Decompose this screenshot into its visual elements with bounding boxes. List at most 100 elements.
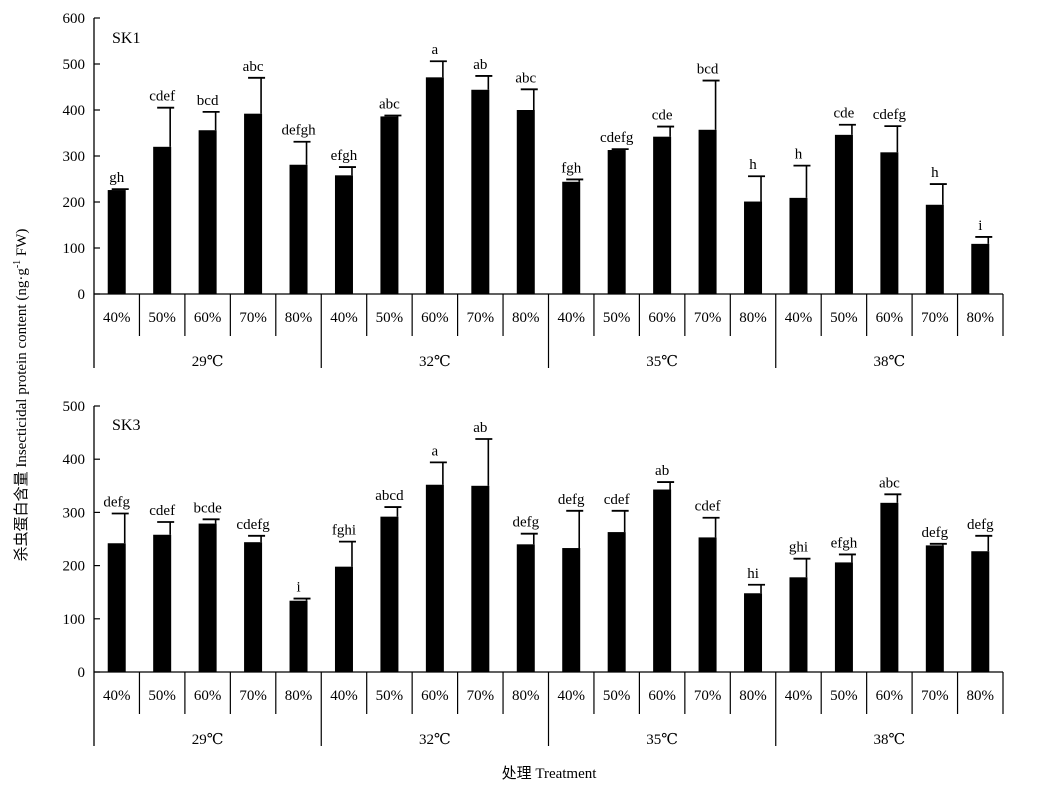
y-tick-label: 300 <box>63 505 86 521</box>
bar <box>107 543 126 672</box>
bar <box>289 600 308 672</box>
bar <box>744 201 763 294</box>
bar <box>289 164 308 294</box>
bar <box>925 545 944 672</box>
significance-label: cdef <box>149 503 175 519</box>
category-label: 70% <box>239 688 267 704</box>
bar <box>153 146 172 294</box>
significance-label: ab <box>655 463 669 479</box>
panel-label: SK3 <box>112 417 140 434</box>
category-label: 40% <box>785 688 813 704</box>
bar <box>653 489 672 672</box>
bar <box>562 181 581 294</box>
group-label: 29℃ <box>192 354 224 370</box>
bar <box>925 204 944 294</box>
category-label: 40% <box>330 310 358 326</box>
significance-label: abc <box>379 97 400 113</box>
significance-label: cde <box>652 108 673 124</box>
panel-sk3: 0 100 200 300 400 500 defg 40% cdef 50% bcde 60% cde… <box>63 399 1004 748</box>
significance-label: a <box>432 443 439 459</box>
panel-label: SK1 <box>112 30 140 47</box>
bar <box>834 134 853 294</box>
y-tick-label: 500 <box>63 399 86 415</box>
bar <box>107 190 126 294</box>
significance-label: cdef <box>149 89 175 105</box>
y-tick-label: 0 <box>78 287 86 303</box>
significance-label: defg <box>558 492 585 508</box>
category-label: 80% <box>967 310 995 326</box>
bar <box>744 593 763 672</box>
bar <box>971 243 990 294</box>
bar <box>380 116 399 294</box>
significance-label: defgh <box>281 123 316 139</box>
category-label: 40% <box>103 310 131 326</box>
significance-label: bcde <box>193 500 222 516</box>
significance-label: ab <box>473 57 487 73</box>
significance-label: gh <box>109 170 125 186</box>
category-label: 50% <box>376 310 404 326</box>
category-label: 70% <box>467 688 495 704</box>
y-tick-label: 100 <box>63 612 86 628</box>
y-tick-label: 400 <box>63 452 86 468</box>
bar <box>562 548 581 672</box>
category-label: 60% <box>421 310 449 326</box>
x-axis-title: 处理 Treatment <box>502 765 598 782</box>
category-label: 40% <box>557 310 585 326</box>
bar <box>244 113 263 295</box>
bar <box>471 485 490 672</box>
y-tick-label: 200 <box>63 195 86 211</box>
category-label: 50% <box>148 310 176 326</box>
category-label: 50% <box>603 310 631 326</box>
y-tick-label: 300 <box>63 149 86 165</box>
significance-label: cde <box>834 106 855 122</box>
category-label: 60% <box>876 688 904 704</box>
significance-label: h <box>795 147 803 163</box>
bar <box>380 516 399 672</box>
bar <box>334 175 353 294</box>
y-axis-title-main: 杀虫蛋白含量 Insecticidal protein content (ng·… <box>13 268 30 562</box>
category-label: 80% <box>739 310 767 326</box>
bar <box>880 502 899 672</box>
bar <box>244 542 263 672</box>
significance-label: abc <box>515 70 536 86</box>
y-axis-title-superscript: -1 <box>12 260 23 268</box>
category-label: 60% <box>648 688 676 704</box>
category-label: 50% <box>603 688 631 704</box>
group-label: 32℃ <box>419 354 451 370</box>
significance-label: cdef <box>695 499 721 515</box>
panel-sk1: 0100200300400500600gh40%cdef50%bcd60%abc… <box>63 11 1004 370</box>
category-label: 80% <box>512 310 540 326</box>
group-label: 29℃ <box>192 732 224 748</box>
category-label: 80% <box>739 688 767 704</box>
bar <box>198 523 217 672</box>
significance-label: defg <box>967 517 994 533</box>
significance-label: cdefg <box>236 517 270 533</box>
category-label: 70% <box>239 310 267 326</box>
significance-label: defg <box>921 525 948 541</box>
significance-label: fgh <box>561 160 581 176</box>
bar <box>653 136 672 294</box>
category-label: 60% <box>194 688 222 704</box>
y-axis-title-tail: FW) <box>14 229 30 260</box>
category-label: 50% <box>376 688 404 704</box>
category-label: 50% <box>830 310 858 326</box>
significance-label: abcd <box>375 488 404 504</box>
group-label: 32℃ <box>419 732 451 748</box>
bar <box>425 77 444 294</box>
category-label: 60% <box>421 688 449 704</box>
y-axis-title: 杀虫蛋白含量 Insecticidal protein content (ng·… <box>12 229 30 562</box>
bar <box>607 532 626 672</box>
significance-label: h <box>931 165 939 181</box>
bar <box>971 551 990 672</box>
category-label: 70% <box>694 310 722 326</box>
bar <box>516 110 535 294</box>
significance-label: bcd <box>197 93 219 109</box>
bar <box>607 150 626 294</box>
significance-label: ab <box>473 420 487 436</box>
bar <box>425 484 444 672</box>
significance-label: fghi <box>332 523 356 539</box>
significance-label: h <box>749 157 757 173</box>
category-label: 60% <box>648 310 676 326</box>
significance-label: efgh <box>831 535 858 551</box>
